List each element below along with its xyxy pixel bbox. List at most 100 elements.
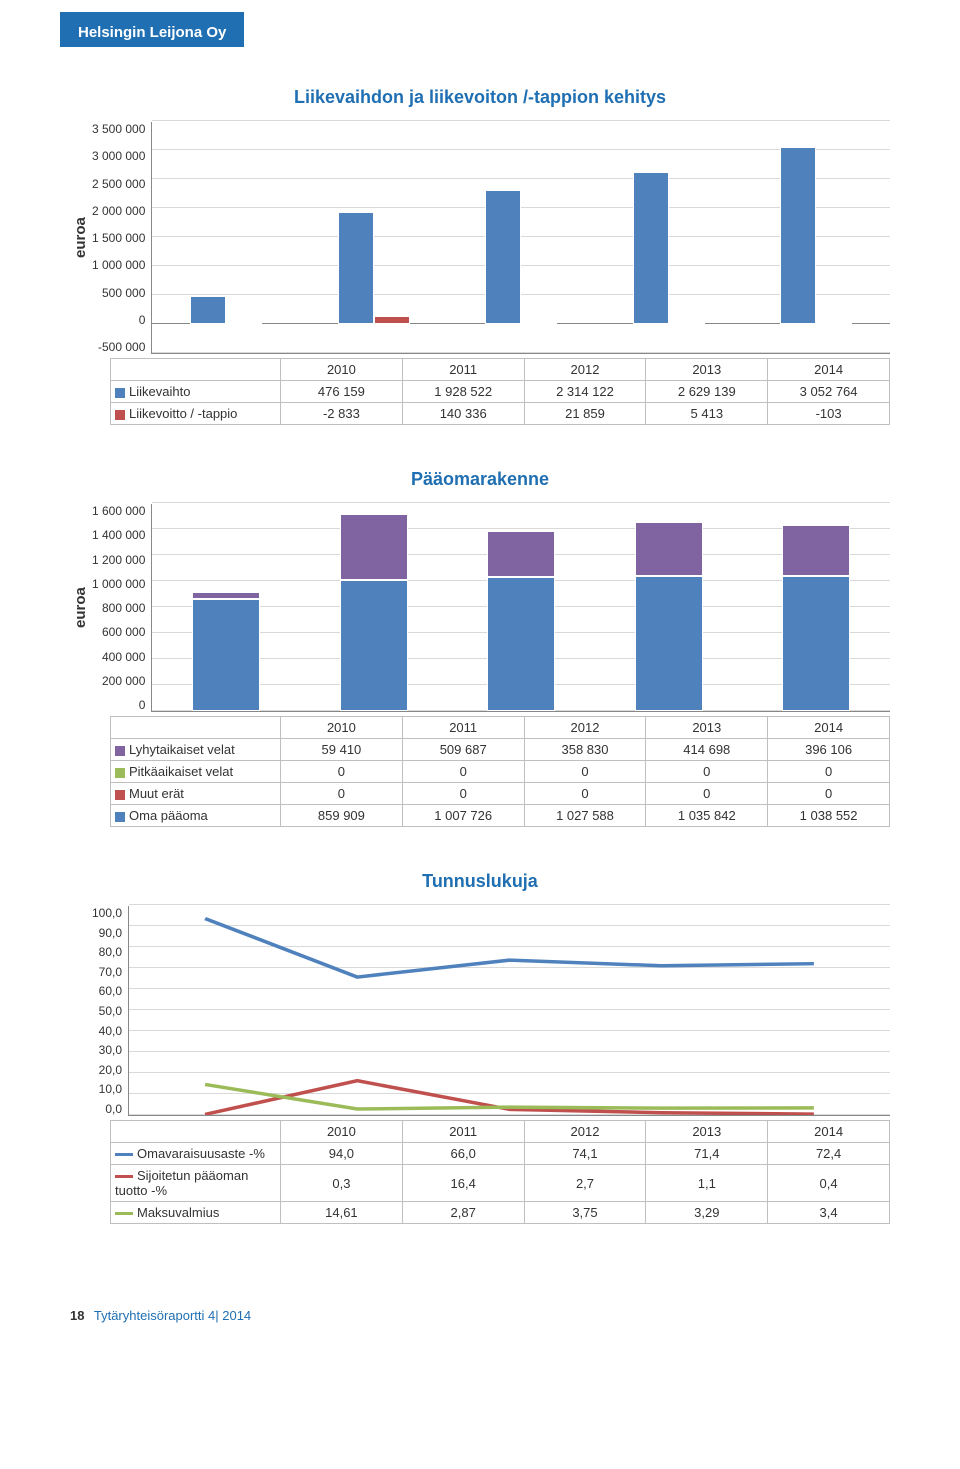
chart1-ytick: 0 — [139, 313, 146, 327]
value-cell: 140 336 — [402, 403, 524, 425]
value-cell: -2 833 — [281, 403, 403, 425]
stacked-column — [635, 522, 703, 711]
chart2-ytick: 1 600 000 — [92, 504, 145, 518]
value-cell: 2 629 139 — [646, 381, 768, 403]
bar — [521, 322, 557, 324]
chart2-ytick: 1 200 000 — [92, 553, 145, 567]
value-cell: 3,4 — [768, 1202, 890, 1224]
chart3-ytick: 60,0 — [99, 984, 122, 998]
legend-line-marker — [115, 1153, 133, 1156]
col-header: 2011 — [402, 717, 524, 739]
chart2-ytick: 800 000 — [102, 601, 145, 615]
value-cell: 71,4 — [646, 1143, 768, 1165]
series-name-cell: Pitkäaikaiset velat — [111, 761, 281, 783]
bar-group — [152, 325, 300, 353]
chart1-yaxis: 3 500 0003 000 0002 500 0002 000 0001 50… — [92, 122, 151, 354]
bar — [669, 322, 705, 324]
stacked-column — [340, 514, 408, 711]
value-cell: 16,4 — [402, 1165, 524, 1202]
value-cell: 0 — [768, 783, 890, 805]
bar-group — [742, 176, 890, 353]
value-cell: 859 909 — [281, 805, 403, 827]
series-name-cell: Liikevoitto / -tappio — [111, 403, 281, 425]
legend-line-marker — [115, 1212, 133, 1215]
value-cell: 0 — [768, 761, 890, 783]
col-header: 2013 — [646, 717, 768, 739]
chart3-ytick: 10,0 — [99, 1082, 122, 1096]
legend-marker — [115, 790, 125, 800]
gridline — [152, 120, 890, 121]
chart1-ytick: 1 500 000 — [92, 231, 145, 245]
col-header: 2012 — [524, 359, 646, 381]
series-name-cell: Maksuvalmius — [111, 1202, 281, 1224]
series-label: Sijoitetun pääoman tuotto -% — [115, 1168, 248, 1198]
footer-report-title: Tytäryhteisöraportti 4| 2014 — [94, 1308, 251, 1323]
value-cell: 0 — [646, 783, 768, 805]
chart-paaomarakenne: Pääomarakenne euroa 1 600 0001 400 0001 … — [70, 469, 890, 827]
value-cell: 0 — [402, 783, 524, 805]
legend-line-marker — [115, 1175, 133, 1178]
series-name-cell: Omavaraisuusaste -% — [111, 1143, 281, 1165]
value-cell: 59 410 — [281, 739, 403, 761]
stacked-segment — [192, 592, 260, 600]
col-header: 2014 — [768, 717, 890, 739]
chart2-ylabel: euroa — [70, 504, 92, 712]
chart1-ytick: -500 000 — [98, 340, 145, 354]
stacked-segment — [635, 522, 703, 576]
series-label: Maksuvalmius — [137, 1205, 219, 1220]
series-name-cell: Lyhytaikaiset velat — [111, 739, 281, 761]
value-cell: 396 106 — [768, 739, 890, 761]
stacked-segment — [635, 576, 703, 711]
series-label: Liikevoitto / -tappio — [129, 406, 237, 421]
value-cell: 414 698 — [646, 739, 768, 761]
series-name-cell: Liikevaihto — [111, 381, 281, 403]
stacked-segment — [487, 531, 555, 578]
legend-marker — [115, 746, 125, 756]
chart3-ytick: 40,0 — [99, 1024, 122, 1038]
stacked-segment — [192, 599, 260, 711]
value-cell: 21 859 — [524, 403, 646, 425]
stacked-segment — [782, 525, 850, 576]
value-cell: 0 — [524, 783, 646, 805]
chart2-plot — [151, 504, 890, 712]
value-cell: 0 — [524, 761, 646, 783]
value-cell: 1 027 588 — [524, 805, 646, 827]
stacked-column — [487, 531, 555, 711]
chart1-ytick: 500 000 — [102, 286, 145, 300]
line-chart-svg — [129, 906, 890, 1115]
value-cell: 3,29 — [646, 1202, 768, 1224]
value-cell: 2,7 — [524, 1165, 646, 1202]
chart2-yaxis: 1 600 0001 400 0001 200 0001 000 000800 … — [92, 504, 151, 712]
page-footer: 18 Tytäryhteisöraportti 4| 2014 — [0, 1308, 960, 1343]
chart1-title: Liikevaihdon ja liikevoiton /-tappion ke… — [70, 87, 890, 108]
value-cell: 0 — [646, 761, 768, 783]
chart1-ytick: 1 000 000 — [92, 258, 145, 272]
value-cell: 66,0 — [402, 1143, 524, 1165]
value-cell: 5 413 — [646, 403, 768, 425]
bar — [338, 212, 374, 324]
stacked-column — [192, 592, 260, 712]
col-header: 2012 — [524, 717, 646, 739]
value-cell: -103 — [768, 403, 890, 425]
value-cell: 476 159 — [281, 381, 403, 403]
gridline — [152, 502, 890, 503]
bar-group — [447, 219, 595, 353]
col-header: 2011 — [402, 1121, 524, 1143]
value-cell: 0 — [281, 761, 403, 783]
chart1-ytick: 2 500 000 — [92, 177, 145, 191]
series-name-cell: Muut erät — [111, 783, 281, 805]
col-header: 2013 — [646, 359, 768, 381]
series-name-cell: Oma pääoma — [111, 805, 281, 827]
stacked-bar-group — [595, 522, 743, 711]
chart3-ytick: 70,0 — [99, 965, 122, 979]
chart3-yaxis: 100,090,080,070,060,050,040,030,020,010,… — [92, 906, 128, 1116]
value-cell: 0,3 — [281, 1165, 403, 1202]
col-header: 2010 — [281, 359, 403, 381]
value-cell: 0 — [402, 761, 524, 783]
series-label: Pitkäaikaiset velat — [129, 764, 233, 779]
chart3-ytick: 80,0 — [99, 945, 122, 959]
chart2-data-table: 20102011201220132014Lyhytaikaiset velat5… — [110, 716, 890, 827]
value-cell: 0,4 — [768, 1165, 890, 1202]
bar — [780, 147, 816, 324]
value-cell: 1,1 — [646, 1165, 768, 1202]
